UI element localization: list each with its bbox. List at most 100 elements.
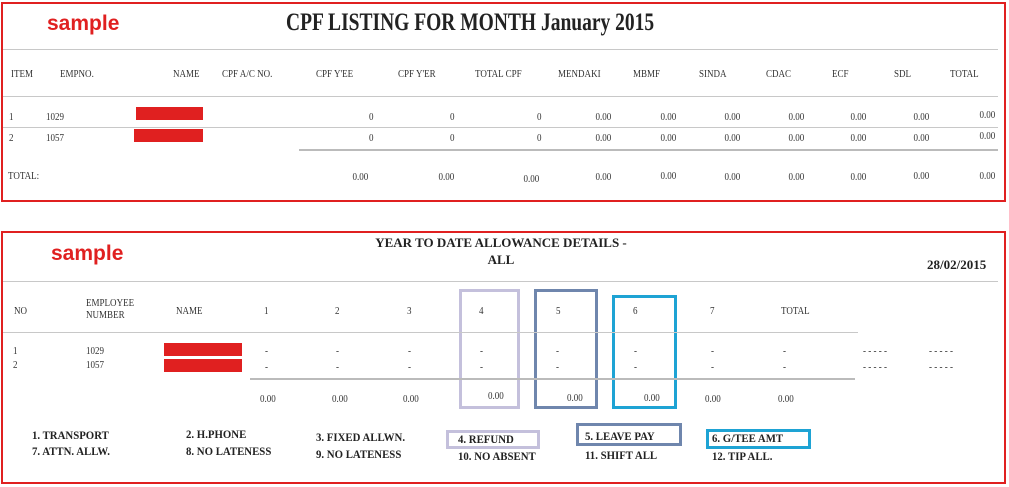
total-mendaki: 0.00: [595, 171, 611, 183]
row-extra-1: - - - - -: [863, 345, 888, 357]
legend-item-7: 7. ATTN. ALLW.: [32, 444, 110, 458]
row-col-7: -: [711, 361, 715, 373]
total-ecf: 0.00: [850, 171, 866, 183]
row-cpf-yer: 0: [449, 111, 454, 123]
legend-item-4: 4. REFUND: [458, 432, 514, 446]
legend-item-1: 1. TRANSPORT: [32, 428, 109, 442]
header-no: NO: [14, 305, 28, 317]
row-mbmf: 0.00: [660, 111, 676, 123]
divider: [3, 281, 998, 282]
legend-6-highlight: [706, 429, 811, 449]
row-mbmf: 0.00: [660, 132, 676, 144]
divider: [3, 332, 858, 333]
row-cpf-yee: 0: [368, 111, 373, 123]
row-cdac: 0.00: [788, 111, 804, 123]
header-cpf-yee: CPF Y'EE: [316, 68, 354, 80]
header-cdac: CDAC: [766, 68, 792, 80]
row-total: -: [783, 361, 787, 373]
row-sdl: 0.00: [913, 132, 929, 144]
total-total: 0.00: [979, 170, 995, 182]
row-col-6: -: [634, 361, 638, 373]
total-sdl: 0.00: [913, 170, 929, 182]
row-col-2: -: [336, 361, 340, 373]
total-total-cpf: 0.00: [523, 173, 539, 185]
header-mendaki: MENDAKI: [558, 68, 601, 80]
legend-item-10: 10. NO ABSENT: [458, 449, 536, 463]
header-col-3: 3: [407, 305, 412, 317]
header-col-1: 1: [264, 305, 269, 317]
total-cpf-yer: 0.00: [438, 171, 454, 183]
header-empno: EMPNO.: [60, 68, 94, 80]
row-ecf: 0.00: [850, 132, 866, 144]
legend-item-9: 9. NO LATENESS: [316, 447, 402, 461]
total-col-2: 0.00: [332, 393, 348, 405]
total-sinda: 0.00: [724, 171, 740, 183]
header-cpf-yer: CPF Y'ER: [398, 68, 436, 80]
header-col-7: 7: [710, 305, 715, 317]
header-employee-line1: EMPLOYEE: [86, 297, 135, 309]
total-col-3: 0.00: [403, 393, 419, 405]
header-total: TOTAL: [950, 68, 979, 80]
row-col-5: -: [556, 345, 560, 357]
legend-item-8: 8. NO LATENESS: [186, 444, 272, 458]
row-col-3: -: [408, 361, 412, 373]
row-empno: 1057: [46, 132, 65, 144]
row-extra-2: - - - - -: [929, 361, 954, 373]
total-col-1: 0.00: [260, 393, 276, 405]
divider: [3, 96, 998, 97]
divider: [250, 378, 855, 380]
legend-item-12: 12. TIP ALL.: [712, 449, 773, 463]
redacted-name: [134, 129, 203, 142]
row-total-cpf: 0: [536, 111, 541, 123]
legend-item-5: 5. LEAVE PAY: [585, 429, 655, 443]
header-sinda: SINDA: [699, 68, 727, 80]
divider: [3, 127, 998, 128]
row-cpf-yer: 0: [449, 132, 454, 144]
header-col-5: 5: [556, 305, 561, 317]
row-no: 1: [13, 345, 18, 357]
row-col-4: -: [480, 361, 484, 373]
legend-item-2: 2. H.PHONE: [186, 427, 247, 441]
redacted-name: [164, 343, 242, 356]
legend-4-highlight: [446, 430, 540, 449]
total-col-6: 0.00: [644, 392, 660, 404]
redacted-name: [164, 359, 242, 372]
total-col-4: 0.00: [488, 390, 504, 402]
page-title-line1: YEAR TO DATE ALLOWANCE DETAILS -: [375, 235, 627, 250]
header-total: TOTAL: [781, 305, 810, 317]
header-name: NAME: [173, 68, 200, 80]
legend-item-6: 6. G/TEE AMT: [712, 431, 784, 445]
row-col-5: -: [556, 361, 560, 373]
row-mendaki: 0.00: [595, 132, 611, 144]
row-cpf-yee: 0: [368, 132, 373, 144]
total-col-5: 0.00: [567, 392, 583, 404]
header-col-6: 6: [633, 305, 638, 317]
row-employee-number: 1029: [86, 345, 105, 357]
row-sinda: 0.00: [724, 111, 740, 123]
row-sinda: 0.00: [724, 132, 740, 144]
total-mbmf: 0.00: [660, 170, 676, 182]
header-total-cpf: TOTAL CPF: [475, 68, 522, 80]
row-item: 2: [9, 132, 14, 144]
header-item: ITEM: [11, 68, 34, 80]
header-employee-line2: NUMBER: [86, 309, 125, 321]
column-5-highlight: [534, 289, 598, 409]
legend-item-3: 3. FIXED ALLWN.: [316, 430, 406, 444]
sample-watermark: sample: [51, 242, 124, 265]
row-no: 2: [13, 359, 18, 371]
legend-5-highlight: [576, 423, 682, 446]
row-item: 1: [9, 111, 14, 123]
row-mendaki: 0.00: [595, 111, 611, 123]
total-cdac: 0.00: [788, 171, 804, 183]
row-col-7: -: [711, 345, 715, 357]
divider: [3, 49, 998, 50]
row-col-6: -: [634, 345, 638, 357]
row-col-1: -: [265, 345, 269, 357]
cpf-listing-panel: sample CPF LISTING FOR MONTH January 201…: [1, 2, 1006, 202]
row-total: 0.00: [979, 130, 995, 142]
page-title: CPF LISTING FOR MONTH January 2015: [286, 9, 655, 36]
total-col-7: 0.00: [705, 393, 721, 405]
header-col-2: 2: [335, 305, 340, 317]
report-date: 28/02/2015: [927, 257, 987, 272]
row-extra-1: - - - - -: [863, 361, 888, 373]
